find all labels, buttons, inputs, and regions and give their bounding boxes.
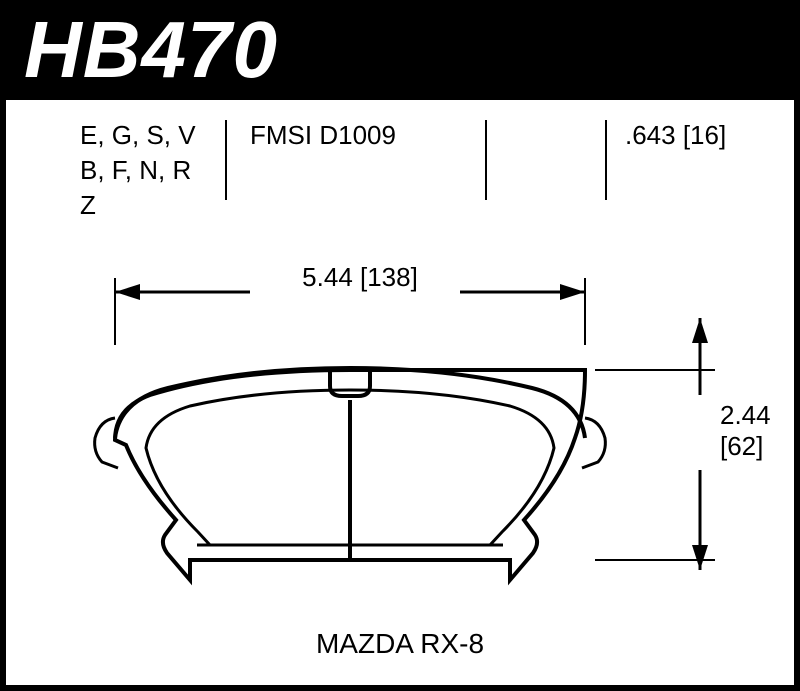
brake-pad-diagram — [0, 0, 800, 691]
width-dimension-arrow — [115, 278, 585, 345]
brake-pad-outline — [115, 368, 585, 580]
height-dimension-arrow — [595, 318, 715, 570]
right-mounting-ear — [582, 418, 605, 468]
left-mounting-ear — [95, 418, 118, 468]
spec-sheet: HB470 E, G, S, V B, F, N, R Z FMSI D1009… — [0, 0, 800, 691]
bottom-tabs — [188, 560, 512, 578]
